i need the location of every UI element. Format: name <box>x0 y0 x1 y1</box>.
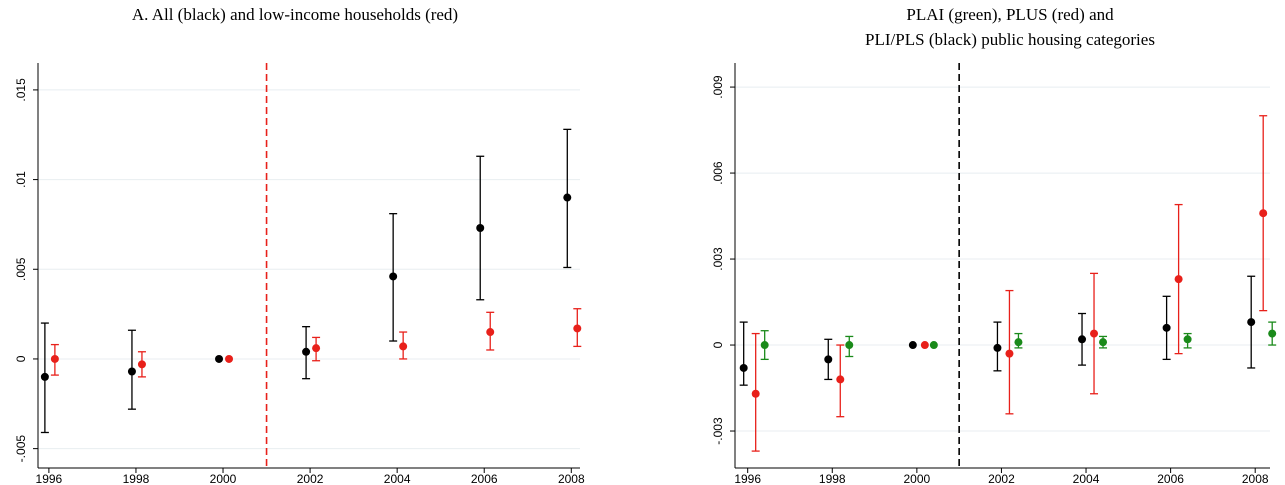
point <box>836 375 845 384</box>
point <box>563 193 572 202</box>
y-tick-label: .009 <box>711 75 725 99</box>
y-tick-label: .003 <box>711 247 725 271</box>
point <box>1259 209 1268 218</box>
x-tick-label: 2008 <box>1242 472 1269 485</box>
point <box>225 354 234 363</box>
point <box>476 224 485 233</box>
point <box>137 360 146 369</box>
chart-title: PLI/PLS (black) public housing categorie… <box>865 30 1155 49</box>
point <box>127 367 136 376</box>
point <box>920 341 929 350</box>
y-tick-label: 0 <box>14 355 28 362</box>
point <box>1162 323 1171 332</box>
point <box>399 342 408 351</box>
x-tick-label: 2006 <box>1157 472 1184 485</box>
x-tick-label: 2008 <box>558 472 585 485</box>
point <box>824 355 833 364</box>
error-bar <box>739 321 748 386</box>
x-tick-label: 1996 <box>36 472 63 485</box>
x-tick-label: 2002 <box>297 472 324 485</box>
y-tick-label: 0 <box>711 341 725 348</box>
point <box>1174 275 1183 284</box>
y-tick-label: .01 <box>14 171 28 188</box>
point <box>993 343 1002 352</box>
point <box>739 363 748 372</box>
point <box>845 341 854 350</box>
point <box>751 389 760 398</box>
point <box>312 344 321 353</box>
point <box>50 354 59 363</box>
y-tick-label: .006 <box>711 161 725 185</box>
chart-title: PLAI (green), PLUS (red) and <box>906 5 1114 24</box>
point <box>1268 329 1277 338</box>
y-tick-label: .015 <box>14 78 28 102</box>
chart-title: A. All (black) and low-income households… <box>132 5 458 24</box>
point <box>1005 349 1014 358</box>
point <box>40 372 49 381</box>
x-tick-label: 2004 <box>1073 472 1100 485</box>
point <box>1078 335 1087 344</box>
y-tick-label: .005 <box>14 257 28 281</box>
point <box>389 272 398 281</box>
point <box>929 341 938 350</box>
point <box>486 328 495 337</box>
point <box>760 341 769 350</box>
x-tick-label: 2000 <box>904 472 931 485</box>
y-tick-label: -.003 <box>711 417 725 445</box>
point <box>1183 335 1192 344</box>
point <box>215 354 224 363</box>
x-tick-label: 1998 <box>819 472 846 485</box>
x-tick-label: 2000 <box>210 472 237 485</box>
point <box>573 324 582 333</box>
x-tick-label: 2004 <box>384 472 411 485</box>
x-tick-label: 2006 <box>471 472 498 485</box>
point <box>302 347 311 356</box>
x-tick-label: 1996 <box>734 472 761 485</box>
point <box>1247 318 1256 327</box>
point <box>908 341 917 350</box>
point <box>1014 338 1023 347</box>
x-tick-label: 1998 <box>123 472 150 485</box>
point <box>1099 338 1108 347</box>
x-tick-label: 2002 <box>988 472 1015 485</box>
point <box>1090 329 1099 338</box>
y-tick-label: -.005 <box>14 435 28 463</box>
